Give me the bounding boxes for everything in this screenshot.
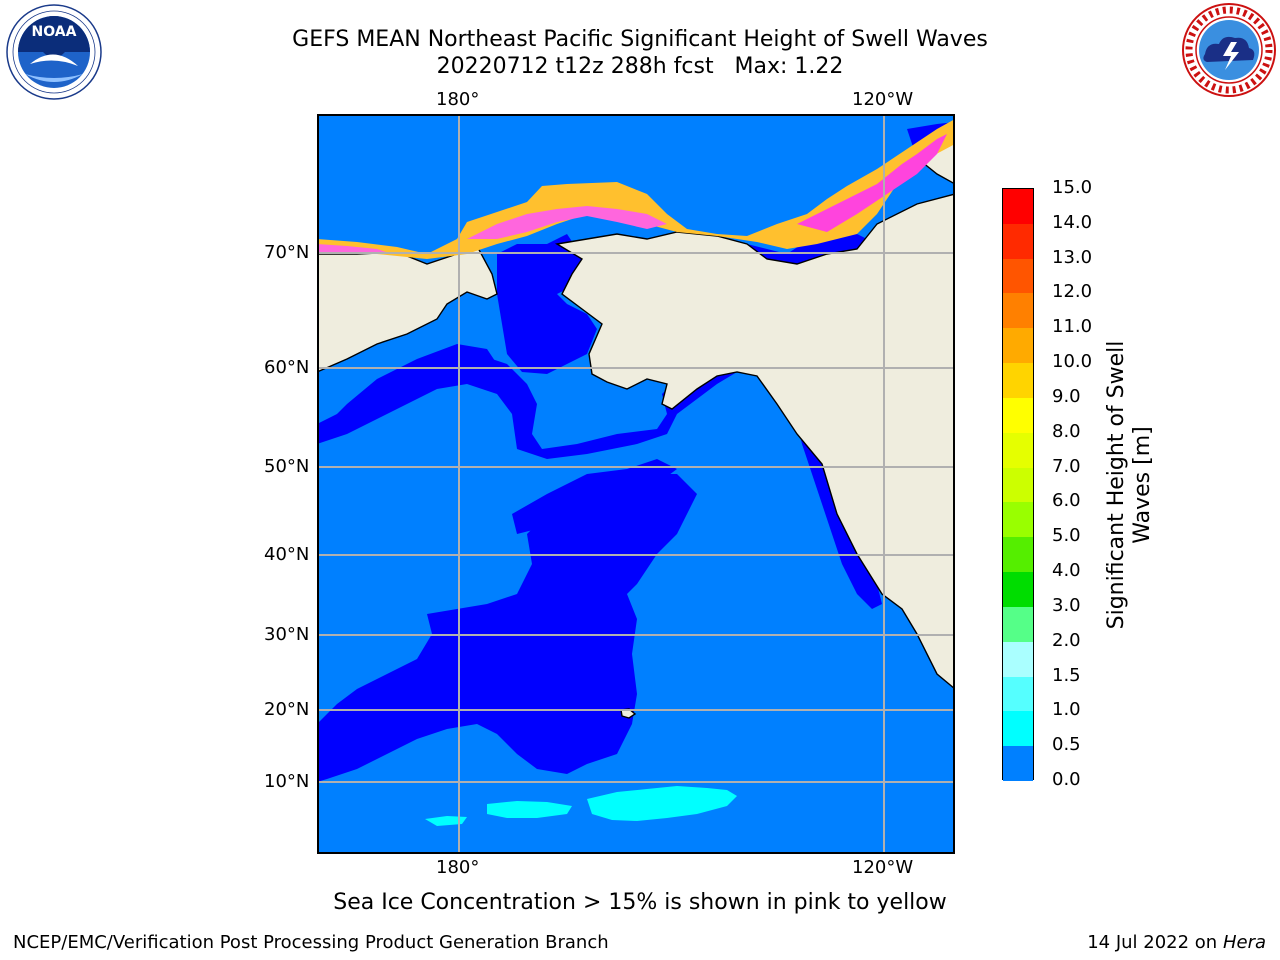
colorbar-tick-label: 7.0 bbox=[1052, 455, 1081, 477]
colorbar-tick-label: 1.5 bbox=[1052, 664, 1081, 686]
colorbar-tick-label: 3.0 bbox=[1052, 594, 1081, 616]
colorbar-tick-label: 11.0 bbox=[1052, 316, 1093, 338]
lat-tick-60n: 60°N bbox=[264, 357, 310, 378]
lat-tick-30n: 30°N bbox=[264, 624, 310, 645]
sea-ice-regions bbox=[317, 119, 955, 259]
lon-tick-bottom-180: 180° bbox=[436, 857, 480, 878]
colorbar-swatch bbox=[1003, 328, 1033, 364]
swell-high-regions bbox=[425, 786, 737, 826]
colorbar-tick-label: 10.0 bbox=[1052, 351, 1093, 373]
colorbar-tick-label: 1.0 bbox=[1052, 699, 1081, 721]
colorbar-swatch bbox=[1003, 432, 1033, 469]
colorbar-swatch bbox=[1003, 502, 1033, 538]
lat-tick-10n: 10°N bbox=[264, 771, 310, 792]
footer-date: 14 Jul 2022 on Hera bbox=[1087, 932, 1266, 953]
colorbar-title-line1: Significant Height of Swell bbox=[1104, 340, 1129, 630]
colorbar-swatch bbox=[1003, 641, 1033, 678]
colorbar-swatch bbox=[1003, 397, 1033, 434]
colorbar-tick-label: 15.0 bbox=[1052, 177, 1093, 198]
map-panel bbox=[317, 114, 955, 854]
map-frame bbox=[317, 114, 955, 854]
colorbar-tick-label: 6.0 bbox=[1052, 490, 1081, 512]
lon-tick-bottom-120w: 120°W bbox=[852, 857, 914, 878]
lon-tick-top-180: 180° bbox=[436, 89, 480, 110]
lat-tick-50n: 50°N bbox=[264, 456, 310, 477]
colorbar-swatch bbox=[1003, 606, 1033, 643]
colorbar-swatch bbox=[1003, 537, 1033, 573]
map-canvas bbox=[317, 114, 955, 854]
colorbar-tick-label: 8.0 bbox=[1052, 420, 1081, 442]
colorbar-tick-label: 4.0 bbox=[1052, 560, 1081, 582]
lon-tick-top-120w: 120°W bbox=[852, 89, 914, 110]
sea-ice-note: Sea Ice Concentration > 15% is shown in … bbox=[333, 890, 947, 915]
footer-credit: NCEP/EMC/Verification Post Processing Pr… bbox=[13, 932, 609, 953]
colorbar-title-line2: Waves [m] bbox=[1130, 426, 1155, 544]
colorbar-tick-label: 2.0 bbox=[1052, 629, 1081, 651]
nws-logo-icon bbox=[1181, 2, 1277, 98]
colorbar-swatch bbox=[1003, 293, 1033, 329]
colorbar-tick-label: 0.0 bbox=[1052, 769, 1081, 790]
colorbar-swatch bbox=[1003, 711, 1033, 747]
colorbar-swatch bbox=[1003, 746, 1033, 782]
colorbar-tick-label: 12.0 bbox=[1052, 281, 1093, 303]
footer-date-text: 14 Jul 2022 on bbox=[1087, 932, 1223, 953]
colorbar-swatch bbox=[1003, 258, 1033, 294]
lat-tick-20n: 20°N bbox=[264, 699, 310, 720]
colorbar-swatch bbox=[1003, 676, 1033, 712]
graticule-lines bbox=[317, 114, 955, 854]
colorbar-tick-label: 5.0 bbox=[1052, 525, 1081, 547]
footer-host: Hera bbox=[1222, 932, 1266, 953]
colorbar-swatch bbox=[1003, 189, 1033, 225]
colorbar-tick-label: 13.0 bbox=[1052, 246, 1093, 268]
colorbar-tick-label: 0.5 bbox=[1052, 734, 1081, 756]
colorbar-tick-label: 9.0 bbox=[1052, 385, 1081, 407]
colorbar-swatch bbox=[1003, 467, 1033, 503]
colorbar-swatch bbox=[1003, 223, 1033, 260]
noaa-logo-icon: NOAA bbox=[5, 4, 103, 100]
colorbar-swatch bbox=[1003, 572, 1033, 608]
noaa-logo-text: NOAA bbox=[31, 24, 77, 40]
colorbar bbox=[1002, 188, 1034, 782]
colorbar-swatch bbox=[1003, 363, 1033, 399]
colorbar-tick-label: 14.0 bbox=[1052, 211, 1093, 233]
lat-tick-40n: 40°N bbox=[264, 544, 310, 565]
map-subtitle: 20220712 t12z 288h fcst Max: 1.22 bbox=[436, 54, 844, 79]
lat-tick-70n: 70°N bbox=[264, 242, 310, 263]
map-title: GEFS MEAN Northeast Pacific Significant … bbox=[292, 27, 988, 52]
